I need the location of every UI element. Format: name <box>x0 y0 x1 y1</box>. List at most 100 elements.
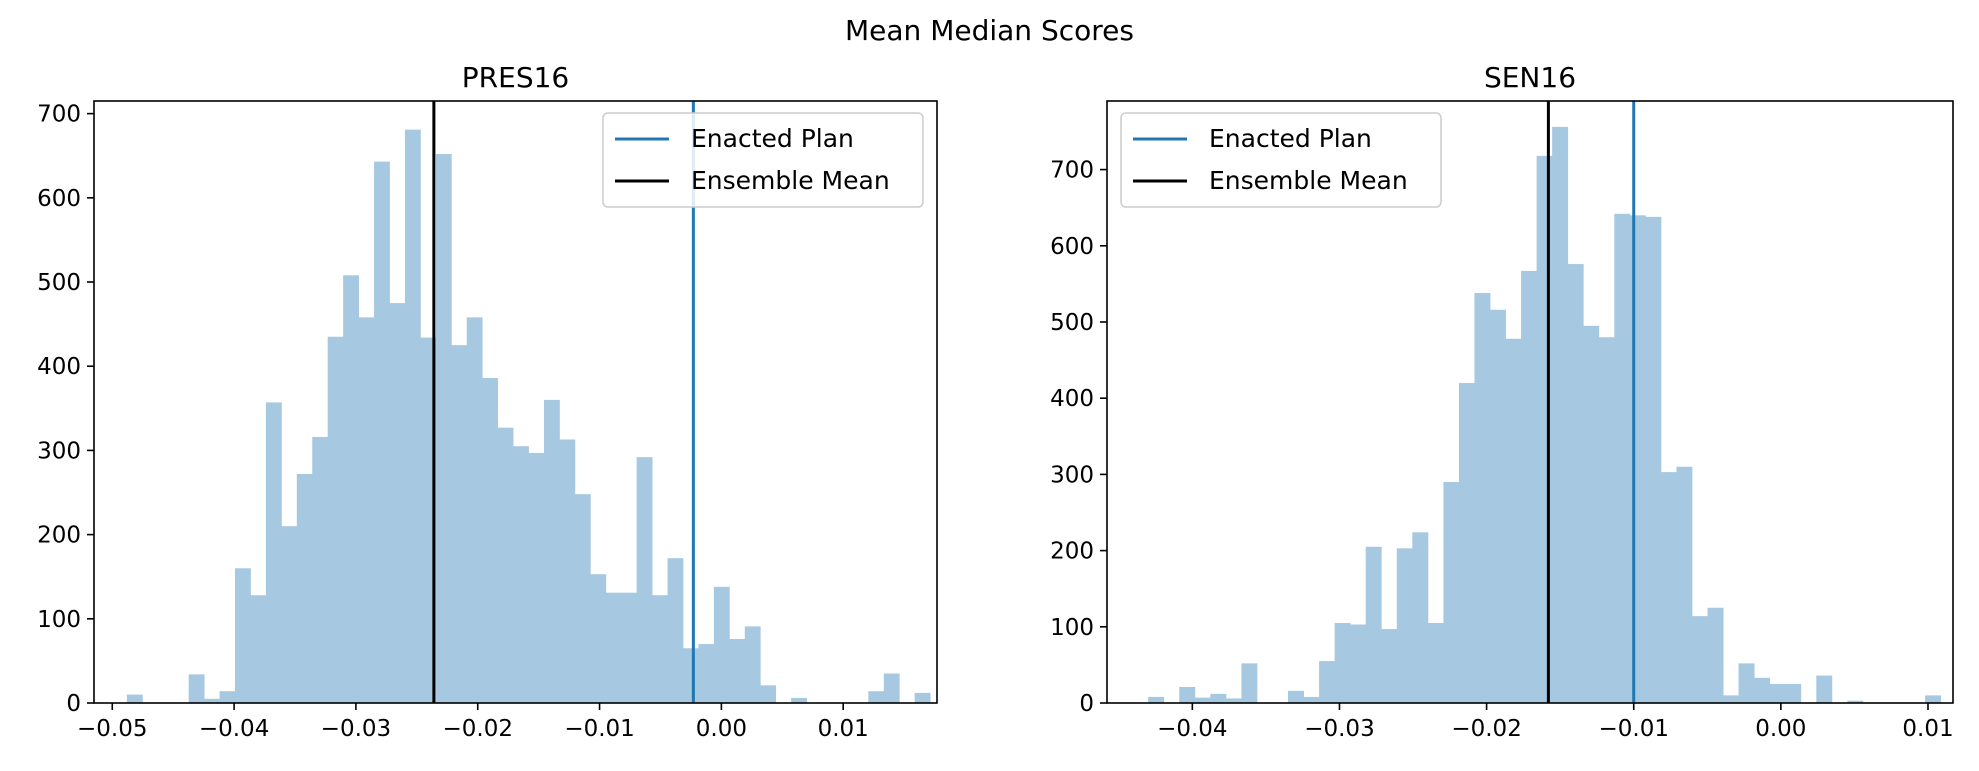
histogram-bar <box>713 586 730 703</box>
histogram-bar <box>528 452 545 703</box>
histogram-bar <box>682 648 699 703</box>
histogram-bar <box>204 698 220 703</box>
x-tick-label: −0.04 <box>199 716 269 742</box>
histogram-bar <box>389 303 406 703</box>
histogram-bar <box>1474 293 1491 703</box>
y-tick-label: 300 <box>1050 462 1094 488</box>
y-tick-label: 700 <box>37 102 81 128</box>
histogram-bar <box>1676 466 1693 703</box>
axes-frame <box>93 100 938 704</box>
histogram-bar <box>358 317 375 703</box>
subplot-title: SEN16 <box>1484 61 1576 94</box>
x-tick-label: −0.03 <box>321 716 391 742</box>
histogram-bar <box>1225 698 1242 703</box>
y-tick-label: 700 <box>1050 158 1094 184</box>
histogram-bar <box>265 402 282 703</box>
histogram-bar <box>1754 677 1771 703</box>
histogram-bar <box>1381 629 1398 703</box>
histogram-bar <box>1490 309 1506 703</box>
histogram-bar <box>1443 482 1460 703</box>
histogram-bar <box>1427 622 1444 703</box>
histogram-bar <box>1769 683 1786 703</box>
histogram-bar <box>1738 663 1755 703</box>
y-tick-label: 0 <box>66 691 81 717</box>
histogram-bar <box>1210 693 1227 703</box>
histogram-bar <box>435 154 452 704</box>
histogram-bar <box>543 399 560 703</box>
legend-ensemble-mean-label: Ensemble Mean <box>1209 166 1408 195</box>
x-tick-label: 0.01 <box>818 716 869 742</box>
histogram-bar <box>1925 695 1941 703</box>
y-tick-label: 500 <box>37 270 81 296</box>
histogram-bar <box>636 457 653 703</box>
histogram-bar <box>1521 270 1538 703</box>
histogram-bar <box>1847 700 1864 703</box>
histogram-bar <box>1567 264 1584 703</box>
histogram-bar <box>590 574 607 703</box>
subplot-sen16: −0.04 −0.03 −0.02 −0.01 0.00 0.01 0 100 200 300 40… <box>1050 61 1954 742</box>
histogram-bar <box>1691 616 1708 703</box>
histogram-bar <box>1412 532 1429 703</box>
y-tick-label: 500 <box>1050 310 1094 336</box>
histogram-bar <box>374 161 390 703</box>
histogram-bar <box>1598 337 1615 703</box>
histogram-bar <box>126 694 143 703</box>
histogram-bar <box>1179 687 1196 703</box>
histogram-bar <box>914 692 931 703</box>
histogram-bar <box>327 336 344 703</box>
x-tick-label: −0.03 <box>1304 716 1374 742</box>
histogram-bar <box>420 337 437 703</box>
x-tick-label: 0.00 <box>696 716 747 742</box>
histogram-bar <box>605 592 622 703</box>
y-tick-label: 600 <box>1050 234 1094 260</box>
legend-enacted-plan-label: Enacted Plan <box>691 124 854 153</box>
y-tick-label: 200 <box>1050 539 1094 565</box>
histogram-bar <box>1723 695 1739 703</box>
histogram-bar <box>1785 683 1802 703</box>
histogram-bar <box>1505 338 1522 703</box>
y-tick-label: 100 <box>37 607 81 633</box>
histogram-bar <box>1660 472 1677 703</box>
histogram-bar <box>1396 548 1413 703</box>
x-tick-label: 0.00 <box>1755 716 1806 742</box>
histogram-bar <box>1365 546 1382 703</box>
histogram-bar <box>1288 690 1304 703</box>
histogram-bar <box>1334 622 1351 703</box>
x-tick-label: −0.05 <box>77 716 147 742</box>
histogram-bar <box>868 691 885 703</box>
histogram-bar <box>296 473 313 703</box>
histogram-bar <box>744 626 761 703</box>
histogram-bar <box>281 526 298 703</box>
histogram-bar <box>466 317 483 703</box>
histogram-bar <box>219 691 236 703</box>
histogram-bar <box>1614 213 1631 703</box>
histogram-bar <box>883 673 900 703</box>
histogram-bar <box>1816 675 1833 703</box>
histogram-bar <box>574 494 591 703</box>
histogram-bar <box>188 674 205 703</box>
histogram-bar <box>729 639 746 703</box>
histogram-bar <box>791 697 807 703</box>
legend: Enacted Plan Ensemble Mean <box>602 112 924 208</box>
histogram-bar <box>1552 126 1569 703</box>
histogram-bar <box>513 446 529 703</box>
histogram-bar <box>559 439 576 703</box>
histogram-bar <box>1319 661 1336 703</box>
x-tick-label: 0.01 <box>1902 716 1953 742</box>
legend-box <box>602 112 924 208</box>
histogram-bar <box>250 595 267 703</box>
histogram-bar <box>1536 155 1553 703</box>
histogram-bar <box>667 558 684 703</box>
histogram-bar <box>312 436 329 703</box>
histogram-bar <box>1645 216 1662 703</box>
histogram-bar <box>482 378 499 703</box>
histogram-bar <box>1194 697 1211 703</box>
legend-ensemble-mean-label: Ensemble Mean <box>691 166 890 195</box>
x-tick-label: −0.01 <box>1598 716 1668 742</box>
histogram-bar <box>404 129 421 703</box>
axes-frame <box>1106 100 1954 704</box>
histogram-bar <box>1583 325 1600 703</box>
histogram-bar <box>1350 624 1367 703</box>
